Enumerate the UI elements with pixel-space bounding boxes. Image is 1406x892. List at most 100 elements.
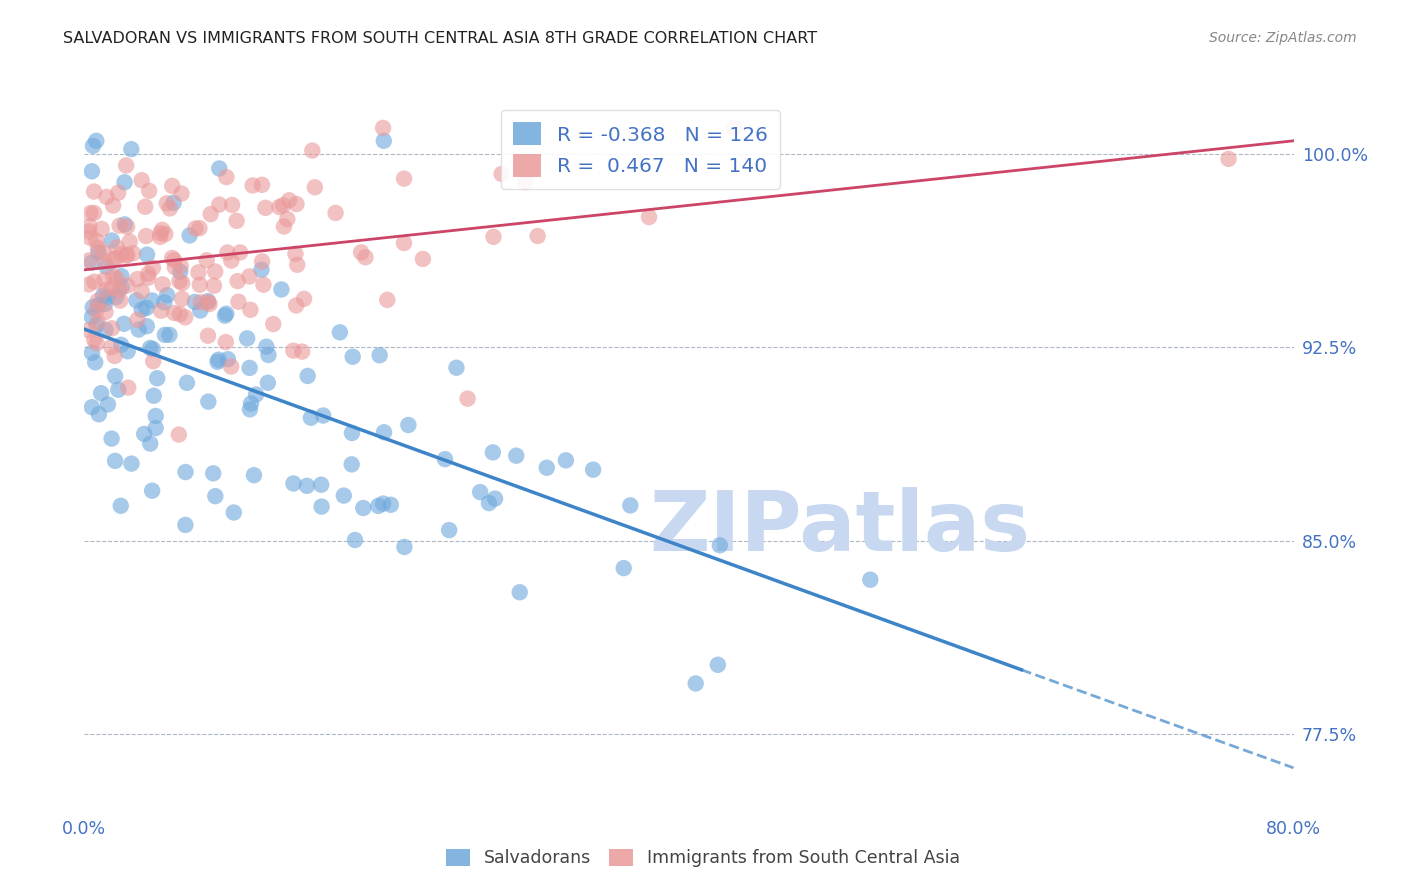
Point	[136, 247, 159, 261]
Point	[153, 327, 176, 342]
Point	[104, 349, 127, 363]
Point	[707, 657, 730, 672]
Point	[207, 355, 229, 369]
Point	[84, 355, 107, 369]
Point	[239, 402, 262, 417]
Point	[1218, 152, 1240, 166]
Point	[225, 214, 247, 228]
Point	[250, 178, 273, 192]
Point	[285, 197, 308, 211]
Point	[77, 323, 100, 337]
Point	[87, 298, 110, 312]
Point	[87, 407, 110, 421]
Point	[156, 196, 179, 211]
Point	[174, 517, 197, 532]
Point	[117, 248, 139, 262]
Point	[299, 410, 322, 425]
Point	[188, 221, 211, 235]
Point	[176, 376, 198, 390]
Point	[101, 198, 124, 212]
Point	[217, 245, 239, 260]
Point	[80, 346, 103, 360]
Point	[142, 342, 165, 356]
Point	[84, 134, 107, 148]
Point	[638, 210, 661, 224]
Point	[250, 262, 273, 277]
Point	[509, 585, 531, 599]
Point	[536, 460, 558, 475]
Point	[90, 386, 112, 401]
Point	[172, 276, 194, 290]
Point	[329, 326, 352, 340]
Point	[188, 277, 211, 292]
Point	[491, 167, 513, 181]
Point	[159, 327, 181, 342]
Point	[340, 458, 363, 472]
Point	[172, 292, 194, 306]
Point	[200, 207, 222, 221]
Point	[242, 178, 264, 193]
Point	[96, 290, 118, 304]
Point	[187, 265, 209, 279]
Point	[239, 360, 262, 375]
Point	[333, 489, 356, 503]
Point	[190, 295, 212, 310]
Point	[91, 288, 114, 302]
Point	[505, 449, 527, 463]
Point	[396, 417, 419, 432]
Point	[380, 498, 402, 512]
Legend: Salvadorans, Immigrants from South Central Asia: Salvadorans, Immigrants from South Centr…	[439, 842, 967, 874]
Point	[104, 369, 127, 384]
Point	[77, 224, 100, 238]
Point	[142, 354, 165, 368]
Point	[86, 318, 108, 332]
Point	[482, 229, 505, 244]
Point	[352, 501, 374, 516]
Point	[163, 260, 186, 274]
Point	[309, 477, 332, 491]
Point	[197, 295, 219, 310]
Point	[217, 352, 239, 367]
Point	[236, 331, 259, 345]
Point	[114, 175, 136, 189]
Point	[135, 319, 157, 334]
Point	[83, 275, 105, 289]
Point	[159, 202, 181, 216]
Point	[257, 348, 280, 362]
Point	[184, 295, 207, 310]
Point	[115, 278, 138, 293]
Point	[214, 309, 236, 323]
Point	[207, 352, 229, 367]
Point	[131, 284, 153, 298]
Point	[208, 197, 231, 211]
Point	[83, 333, 105, 347]
Point	[155, 227, 177, 241]
Text: Source: ZipAtlas.com: Source: ZipAtlas.com	[1209, 31, 1357, 45]
Point	[105, 251, 128, 265]
Point	[125, 293, 148, 308]
Point	[202, 467, 225, 481]
Point	[150, 223, 173, 237]
Point	[87, 245, 110, 260]
Point	[619, 499, 641, 513]
Point	[342, 350, 364, 364]
Point	[127, 272, 149, 286]
Point	[226, 274, 249, 288]
Point	[291, 344, 314, 359]
Point	[163, 253, 186, 268]
Point	[373, 425, 395, 440]
Point	[243, 468, 266, 483]
Point	[301, 144, 323, 158]
Legend: R = -0.368   N = 126, R =  0.467   N = 140: R = -0.368 N = 126, R = 0.467 N = 140	[501, 110, 780, 189]
Point	[127, 313, 149, 327]
Point	[311, 500, 333, 514]
Point	[354, 250, 377, 264]
Point	[93, 254, 115, 268]
Point	[174, 465, 197, 479]
Point	[134, 200, 156, 214]
Text: ZIPatlas: ZIPatlas	[650, 487, 1031, 568]
Point	[134, 426, 156, 441]
Point	[478, 496, 501, 510]
Point	[204, 489, 226, 503]
Point	[285, 258, 308, 272]
